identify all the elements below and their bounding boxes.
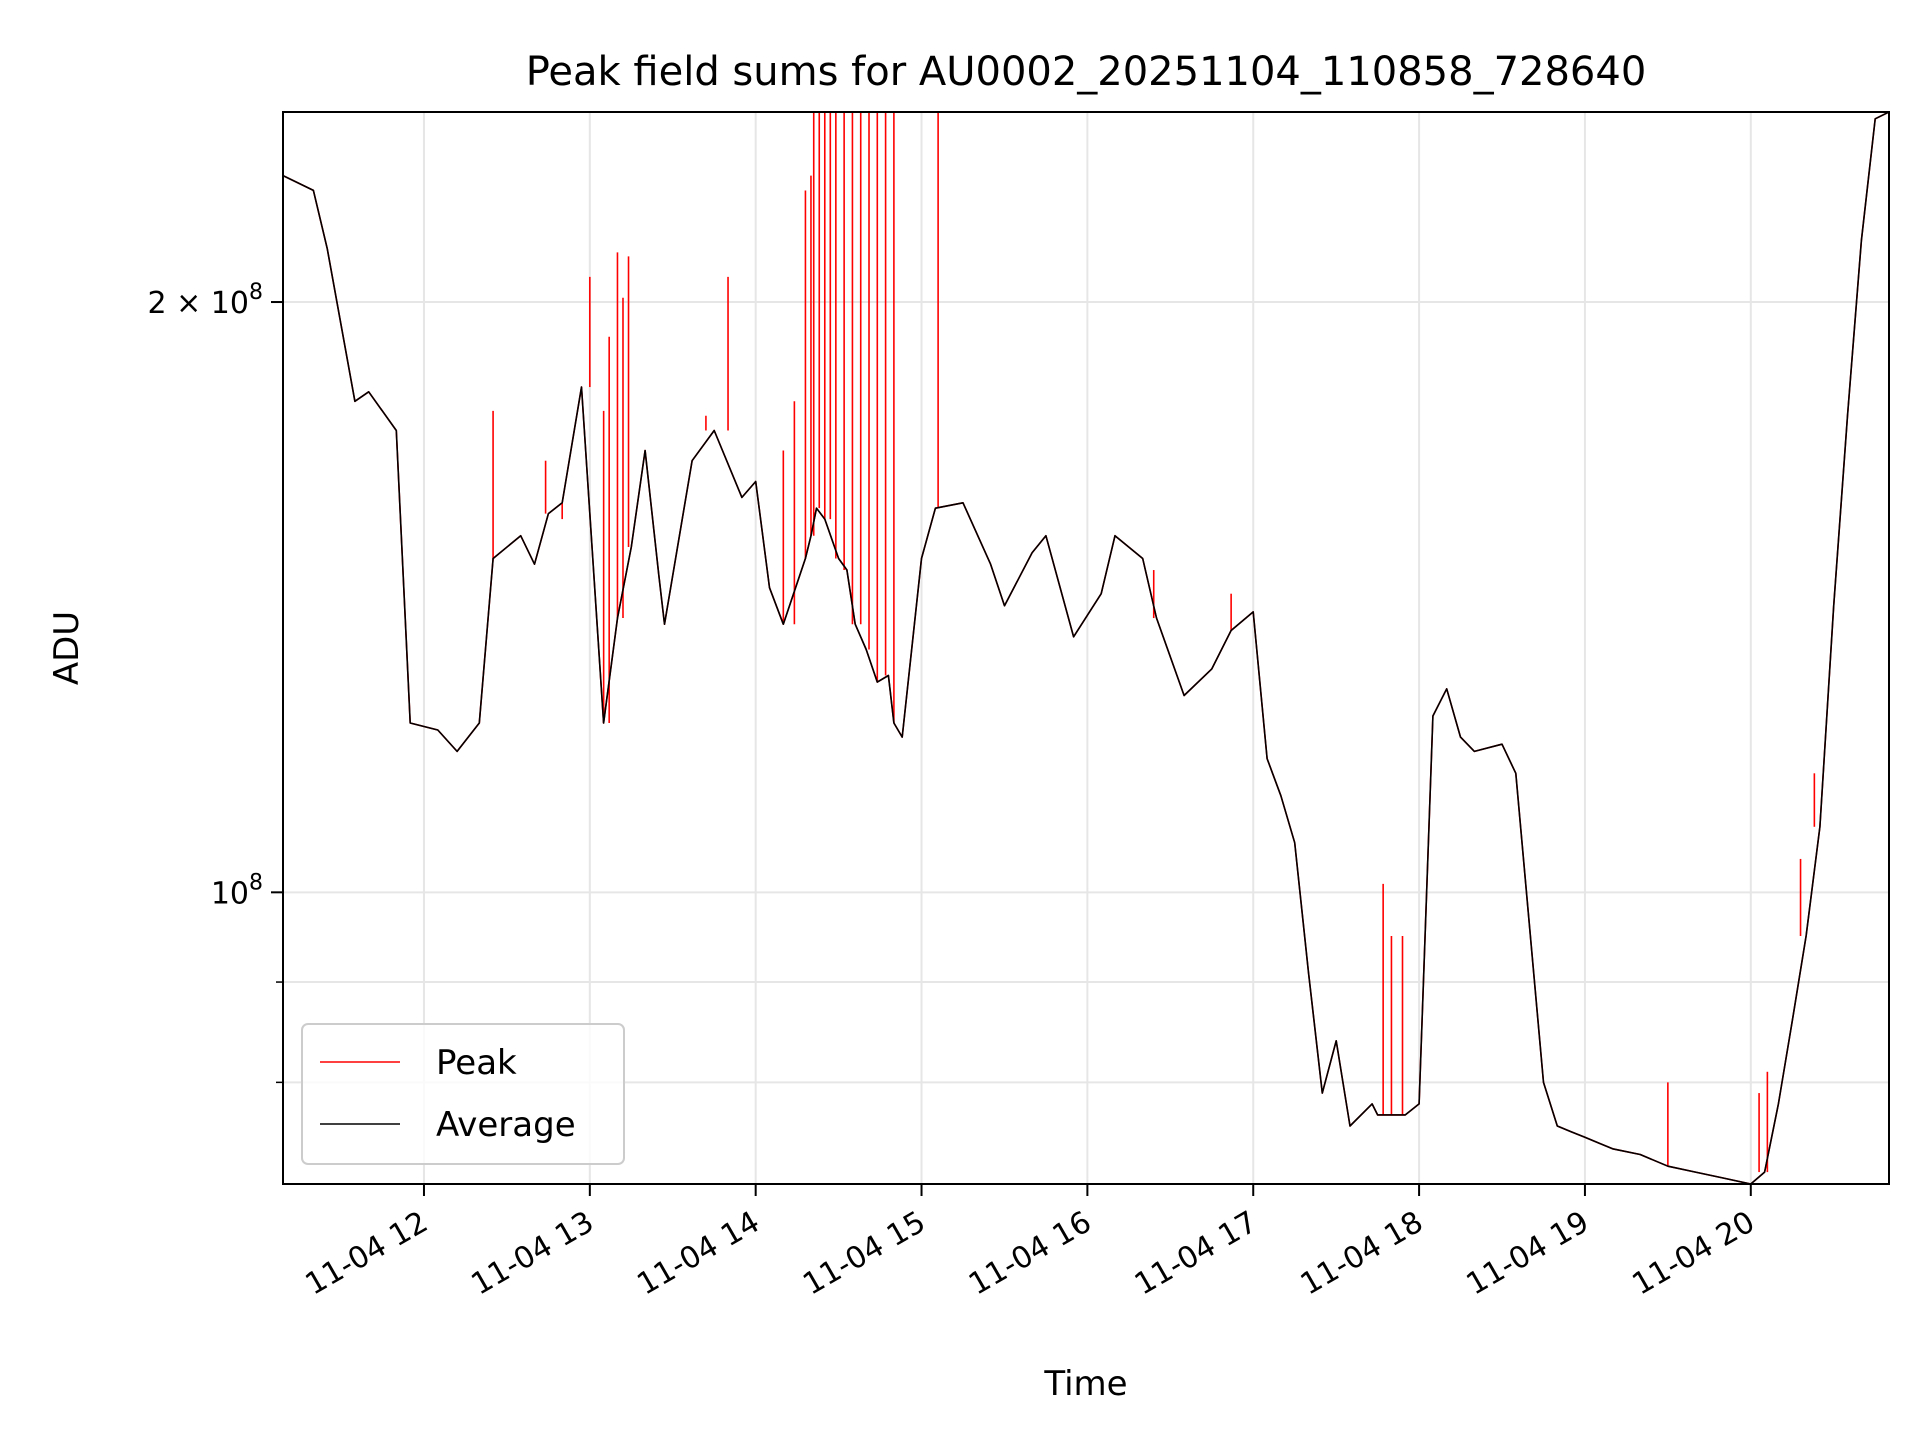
y-tick-label: 108 <box>211 870 263 911</box>
plot-frame <box>282 111 1890 1185</box>
y-axis: 2 × 108 108 <box>148 280 283 1084</box>
legend-label-average: Average <box>436 1105 576 1145</box>
series-layer <box>283 112 1889 1184</box>
x-axis-label: Time <box>1043 1364 1127 1404</box>
legend-label-peak: Peak <box>436 1043 517 1083</box>
series-line-average <box>283 112 1889 1184</box>
chart-title: Peak field sums for AU0002_20251104_1108… <box>526 49 1647 95</box>
y-tick-label: 2 × 108 <box>148 280 263 321</box>
legend: Peak Average <box>301 1023 625 1165</box>
legend-box <box>301 1023 625 1165</box>
y-axis-label: ADU <box>47 611 87 685</box>
